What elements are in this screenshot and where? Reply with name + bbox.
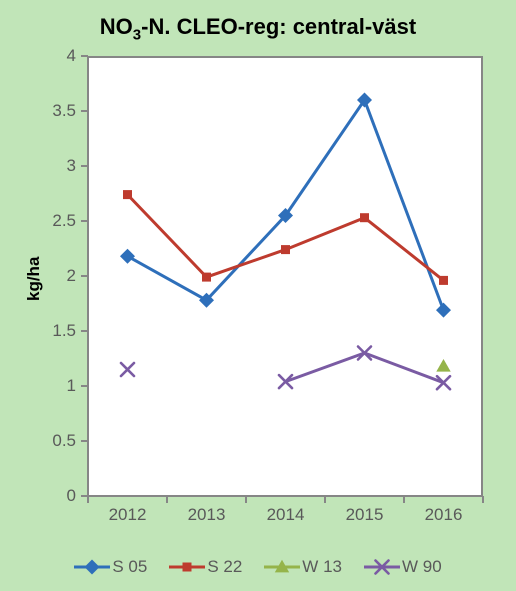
y-tick-label: 4 <box>36 46 76 66</box>
series-marker <box>360 213 369 222</box>
legend-swatch <box>264 558 300 576</box>
y-tick-label: 1.5 <box>36 321 76 341</box>
y-tick-mark <box>81 220 88 222</box>
series-line <box>286 353 444 383</box>
y-tick-label: 1 <box>36 376 76 396</box>
chart-svg <box>0 0 516 591</box>
x-tick-mark <box>245 496 247 503</box>
x-tick-label: 2012 <box>104 505 152 525</box>
legend-swatch <box>364 558 400 576</box>
y-tick-label: 0 <box>36 486 76 506</box>
x-tick-label: 2015 <box>341 505 389 525</box>
x-tick-mark <box>482 496 484 503</box>
y-tick-mark <box>81 165 88 167</box>
legend: S 05 S 22 W 13 W 90 <box>0 557 516 577</box>
y-axis-title: kg/ha <box>24 257 44 301</box>
series-line <box>128 195 444 281</box>
legend-label: W 90 <box>402 557 442 577</box>
series-marker <box>121 363 134 376</box>
series-marker <box>436 303 451 318</box>
x-axis-line <box>88 495 483 497</box>
series-marker <box>120 249 135 264</box>
series-marker <box>439 276 448 285</box>
x-tick-mark <box>166 496 168 503</box>
x-tick-mark <box>324 496 326 503</box>
y-tick-label: 3.5 <box>36 101 76 121</box>
y-tick-mark <box>81 440 88 442</box>
series-line <box>128 100 444 310</box>
y-tick-mark <box>81 55 88 57</box>
y-tick-label: 2.5 <box>36 211 76 231</box>
series-marker <box>281 245 290 254</box>
legend-label: S 22 <box>207 557 242 577</box>
y-tick-mark <box>81 110 88 112</box>
y-tick-label: 0.5 <box>36 431 76 451</box>
series-marker <box>358 347 371 360</box>
series-marker <box>437 376 450 389</box>
legend-item: W 13 <box>264 557 342 577</box>
y-tick-mark <box>81 275 88 277</box>
y-tick-label: 3 <box>36 156 76 176</box>
x-tick-mark <box>87 496 89 503</box>
legend-item: W 90 <box>364 557 442 577</box>
x-tick-label: 2013 <box>183 505 231 525</box>
legend-item: S 22 <box>169 557 242 577</box>
legend-swatch <box>169 558 205 576</box>
x-tick-mark <box>403 496 405 503</box>
series-marker <box>202 273 211 282</box>
legend-label: W 13 <box>302 557 342 577</box>
y-tick-mark <box>81 330 88 332</box>
x-tick-label: 2016 <box>420 505 468 525</box>
x-tick-label: 2014 <box>262 505 310 525</box>
series-marker <box>436 359 450 372</box>
series-marker <box>123 190 132 199</box>
legend-swatch <box>74 558 110 576</box>
series-marker <box>279 375 292 388</box>
legend-label: S 05 <box>112 557 147 577</box>
y-tick-mark <box>81 385 88 387</box>
legend-item: S 05 <box>74 557 147 577</box>
